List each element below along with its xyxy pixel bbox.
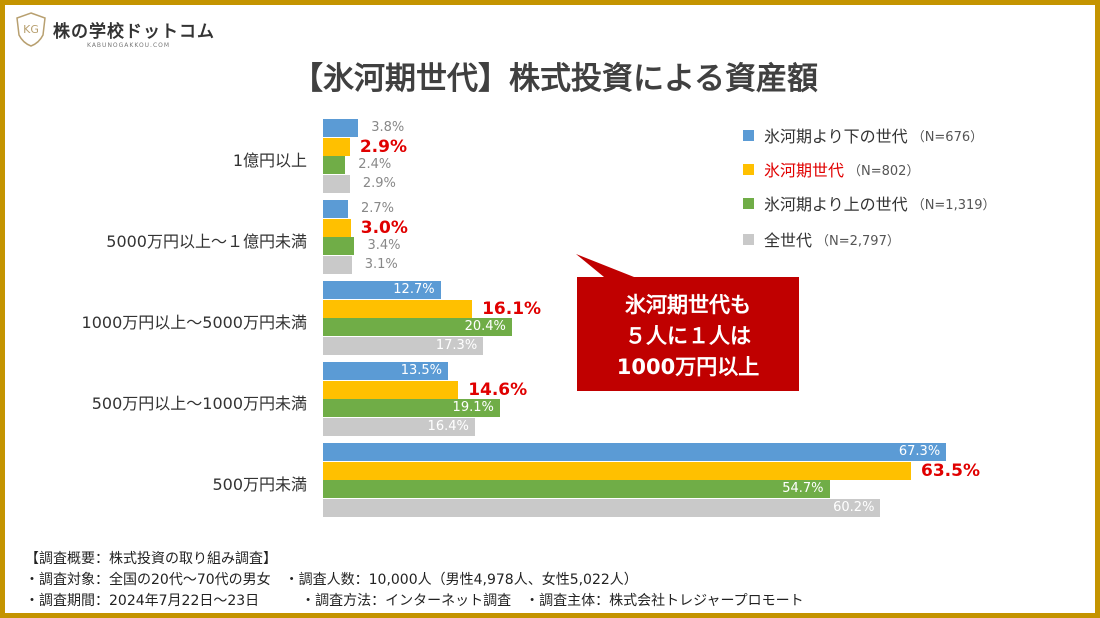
notes-heading: 【調査概要：株式投資の取り組み調査】	[25, 551, 277, 567]
bar	[323, 281, 441, 299]
bar	[323, 461, 911, 480]
data-label: 3.4%	[367, 238, 401, 253]
data-label: 14.6%	[468, 379, 528, 400]
data-label: 3.8%	[371, 120, 405, 135]
category-label: 500万円以上～1000万円未満	[91, 394, 307, 413]
svg-text:KG: KG	[23, 23, 39, 36]
data-label: 20.4%	[464, 319, 506, 334]
shield-logo-icon: KG	[16, 12, 46, 47]
data-label: 13.5%	[400, 363, 442, 378]
legend-swatch	[743, 129, 754, 141]
notes-line: ・調査期間：2024年7月22日～23日 ・調査方法：インターネット調査 ・調査…	[25, 593, 804, 609]
logo-subtitle: KABUNOGAKKOU.COM	[87, 42, 171, 49]
callout-pointer	[576, 254, 634, 277]
legend-label: 全世代	[764, 231, 813, 250]
legend-label: 氷河期より下の世代	[764, 127, 908, 146]
bar	[323, 137, 350, 156]
data-label: 17.3%	[435, 337, 478, 353]
chart-title: 【氷河期世代】株式投資による資産額	[291, 61, 819, 97]
legend-item: 全世代 （N=2,797）	[743, 227, 900, 251]
legend-label: 氷河期より上の世代	[764, 195, 908, 214]
data-label: 2.9%	[362, 175, 396, 191]
bar	[323, 417, 475, 436]
bar	[323, 443, 947, 461]
callout-box: 氷河期世代も ５人に１人は 1000万円以上	[577, 277, 799, 391]
logo[interactable]: KG 株の学校ドットコム KABUNOGAKKOU.COM	[15, 11, 215, 49]
bar	[323, 480, 830, 498]
bar	[323, 174, 350, 193]
category-label: 5000万円以上～１億円未満	[106, 232, 307, 251]
legend-count: （N=2,797）	[816, 233, 900, 249]
legend-item: 氷河期より上の世代 （N=1,319）	[743, 191, 996, 215]
data-label: 54.7%	[782, 481, 824, 496]
logo-title: 株の学校ドットコム	[53, 21, 215, 42]
bar	[323, 119, 359, 137]
bar	[323, 200, 348, 218]
data-label: 3.1%	[364, 256, 398, 272]
legend-item: 氷河期世代 （N=802）	[743, 157, 919, 181]
legend-label: 氷河期世代	[764, 161, 845, 180]
bar	[323, 318, 512, 336]
legend-count: （N=802）	[848, 163, 920, 179]
legend-count: （N=676）	[911, 129, 984, 145]
data-label: 19.1%	[452, 400, 494, 415]
bar	[323, 237, 355, 255]
callout-line: 氷河期世代も	[625, 293, 751, 317]
bar	[323, 498, 881, 517]
legend-swatch	[743, 233, 754, 245]
bar	[323, 299, 473, 318]
data-label: 60.2%	[833, 499, 875, 515]
legend-swatch	[743, 163, 754, 175]
bar	[323, 380, 459, 399]
data-label: 67.3%	[898, 444, 941, 459]
bar	[323, 255, 352, 274]
data-label: 2.7%	[361, 201, 395, 216]
bar	[323, 336, 484, 355]
data-label: 2.4%	[358, 157, 392, 172]
callout-line: ５人に１人は	[625, 324, 751, 348]
category-label: 1000万円以上～5000万円未満	[81, 313, 307, 332]
data-label: 16.4%	[427, 418, 469, 434]
bar	[323, 362, 448, 380]
legend-item: 氷河期より下の世代 （N=676）	[743, 123, 983, 147]
callout-line: 1000万円以上	[616, 355, 760, 379]
bar	[323, 399, 500, 417]
data-label: 16.1%	[482, 298, 542, 319]
bar	[323, 218, 351, 237]
category-label: 500万円未満	[212, 475, 307, 494]
data-label: 12.7%	[393, 282, 435, 297]
survey-notes: 【調査概要：株式投資の取り組み調査】・調査対象：全国の20代～70代の男女 ・調…	[25, 549, 804, 612]
bar	[323, 156, 346, 174]
notes-line: ・調査対象：全国の20代～70代の男女 ・調査人数：10,000人（男性4,97…	[25, 572, 638, 588]
data-label: 3.0%	[360, 217, 408, 238]
legend-swatch	[743, 197, 754, 209]
category-label: 1億円以上	[232, 151, 307, 170]
data-label: 63.5%	[921, 460, 980, 481]
data-label: 2.9%	[359, 136, 407, 157]
legend-count: （N=1,319）	[911, 197, 996, 213]
